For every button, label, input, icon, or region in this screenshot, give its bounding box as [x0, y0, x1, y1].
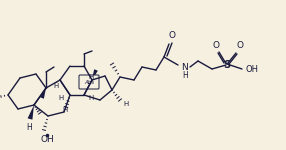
Text: O: O [212, 40, 219, 50]
Polygon shape [27, 105, 34, 120]
FancyBboxPatch shape [79, 75, 99, 89]
Text: H: H [88, 95, 94, 101]
Text: H̄: H̄ [53, 83, 59, 89]
Text: H̄: H̄ [62, 107, 67, 113]
Text: H: H [123, 101, 129, 107]
Text: Abs: Abs [84, 80, 94, 84]
Polygon shape [40, 88, 46, 99]
Text: H: H [182, 70, 188, 80]
Text: S: S [223, 60, 231, 70]
Text: OH: OH [40, 135, 54, 144]
Text: H: H [88, 74, 94, 80]
Polygon shape [92, 69, 98, 80]
Text: H: H [26, 123, 32, 132]
Text: N: N [182, 63, 188, 72]
Text: H: H [58, 95, 63, 101]
Text: O: O [237, 42, 243, 51]
Text: OH: OH [245, 66, 259, 75]
Text: O: O [168, 32, 176, 40]
